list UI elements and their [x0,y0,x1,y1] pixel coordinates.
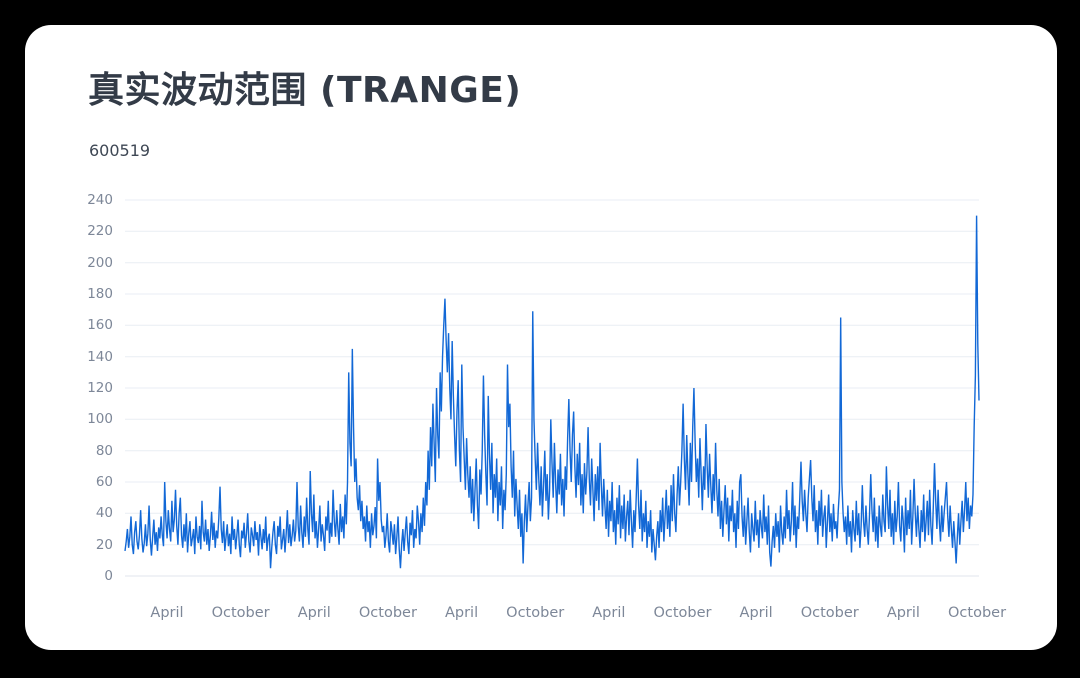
x-axis-tick-label: October [653,605,712,621]
y-axis-tick-label: 180 [87,286,113,302]
chart-title: 真实波动范围 (TRANGE) [88,70,522,111]
x-axis-tick-label: October [211,605,270,621]
x-axis-tick-label: April [297,605,331,621]
trange-line-chart [124,199,980,577]
x-axis-tick-label: April [592,605,626,621]
y-axis-tick-label: 200 [87,254,113,271]
x-axis-tick-label: April [444,605,479,621]
x-axis-tick-label: April [150,605,184,621]
y-axis-tick-label: 160 [87,317,113,334]
y-axis-tick-label: 140 [87,348,113,365]
chart-card: 真实波动范围 (TRANGE) 600519 0 20 40 60 80 100 120 14… [25,25,1057,650]
x-axis-tick-label: October [948,605,1007,621]
y-axis-tick-label: 80 [95,442,113,459]
x-axis-tick-label: April [886,605,920,621]
y-axis-tick-label: 220 [87,223,113,240]
y-axis-tick-label: 20 [95,536,113,553]
y-axis-tick-label: 100 [87,411,113,428]
x-axis-tick-label: October [358,605,417,621]
x-axis-tick-label: April [739,605,773,621]
x-axis-tick-label: October [800,605,859,621]
chart-subtitle: 600519 [89,141,151,160]
gridlines [125,199,979,577]
y-axis-tick-label: 120 [87,380,113,396]
y-axis-tick-label: 240 [87,192,113,208]
y-axis-tick-label: 0 [104,568,113,584]
x-axis-tick-label: October [506,605,565,621]
y-axis-tick-label: 40 [95,505,113,522]
trange-series-line [124,215,980,569]
y-axis-tick-label: 60 [95,474,113,490]
